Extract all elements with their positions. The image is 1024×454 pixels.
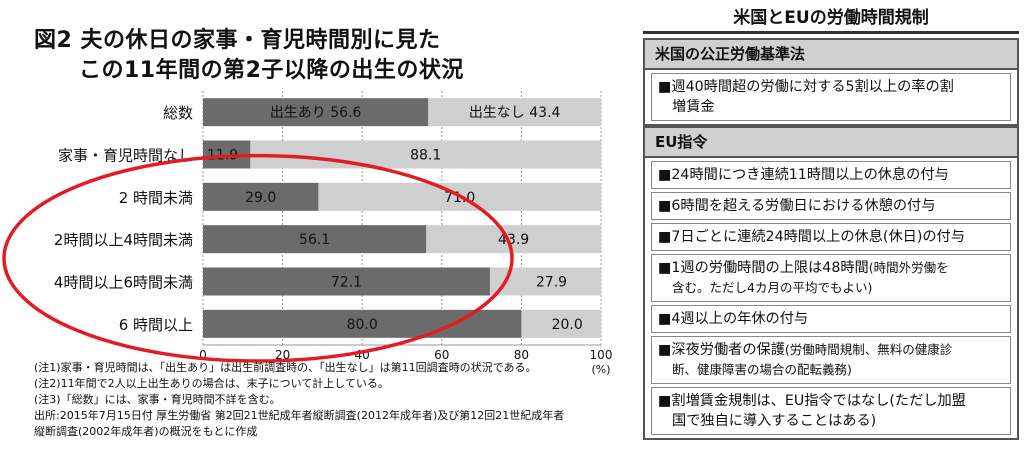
x-tick-label: 100 (590, 348, 613, 362)
data-label: 72.1 (331, 275, 362, 291)
data-label: 43.9 (498, 232, 529, 248)
bar-no-birth (428, 98, 601, 127)
list-item: ■深夜労働者の保護(労働時間規制、無料の健康診 断、健康障害の場合の配転義務) (651, 336, 1011, 384)
figure-notes: (注1)家事・育児時間は、「出生あり」は出生前調査時の、「出生なし」は第11回調… (34, 360, 624, 440)
figure-title: 図2 夫の休日の家事・育児時間別に見た この11年間の第2子以降の出生の状況 (34, 26, 464, 86)
bullet-icon: ■ (658, 229, 672, 245)
x-tick-label: 0 (199, 348, 207, 362)
bar-no-birth (250, 140, 601, 169)
panel-title-rule (643, 31, 1019, 34)
figure-title-line1: 図2 夫の休日の家事・育児時間別に見た (34, 28, 441, 53)
bullet-icon: ■ (658, 311, 672, 327)
bar-no-birth (521, 309, 601, 338)
eu-directive-heading: EU指令 (645, 128, 1017, 158)
category-label: 2 時間未満 (119, 189, 193, 207)
item-text-cont: 増賃金 (672, 99, 715, 115)
category-label: 総数 (163, 104, 193, 122)
regulation-panel: 米国とEUの労働時間規制 米国の公正労働基準法 ■週40時間超の労働に対する5割… (643, 4, 1019, 450)
bullet-icon: ■ (658, 198, 672, 214)
bullet-icon: ■ (658, 167, 672, 183)
list-item: ■7日ごとに連続24時間以上の休息(休日)の付与 (651, 223, 1011, 251)
item-text: 1週の労働時間の上限は48時間 (671, 260, 869, 276)
category-label: 2時間以上4時間未満 (54, 231, 193, 249)
list-item: ■週40時間超の労働に対する5割以上の率の割 増賃金 (651, 73, 1011, 121)
list-item: ■4週以上の年休の付与 (651, 305, 1011, 333)
bar-no-birth (426, 225, 601, 254)
bullet-icon: ■ (658, 79, 672, 95)
category-label: 家事・育児時間なし (58, 147, 193, 165)
category-label: 6 時間以上 (119, 316, 193, 334)
item-text-cont: 国で独自に導入することはある) (672, 413, 877, 429)
data-label: 出生あり 56.6 (270, 105, 362, 121)
source-line: 出所:2015年7月15日付 厚生労働省 第2回21世紀成年者縦断調査(2012… (34, 409, 565, 422)
data-label: 出生なし 43.4 (469, 105, 561, 121)
list-item: ■割増賃金規制は、EU指令ではなし(ただし加盟 国で独自に導入することはある) (651, 387, 1011, 435)
data-label: 88.1 (410, 148, 441, 164)
source-line: 縦断調査(2002年成年者)の概況をもとに作成 (34, 425, 258, 438)
data-label: 27.9 (536, 275, 567, 291)
data-label: 20.0 (552, 317, 583, 333)
item-text: 4週以上の年休の付与 (671, 311, 809, 327)
item-text: 7日ごとに連続24時間以上の休息(休日)の付与 (671, 229, 965, 245)
data-label: 56.1 (299, 232, 330, 248)
list-item: ■6時間を超える労働日における休憩の付与 (651, 192, 1011, 220)
x-unit-label: (%) (591, 363, 610, 376)
panel-title: 米国とEUの労働時間規制 (733, 8, 929, 28)
us-law-heading: 米国の公正労働基準法 (645, 40, 1017, 70)
x-tick-label: 60 (434, 348, 449, 362)
eu-directive-box: EU指令 ■24時間につき連続11時間以上の休息の付与 ■6時間を超える労働日に… (643, 126, 1019, 440)
item-text-cont: 含む。ただし4カ月の平均でもよい) (672, 280, 873, 295)
item-text-cont: 断、健康障害の場合の配転義務) (672, 362, 852, 377)
list-item: ■24時間につき連続11時間以上の休息の付与 (651, 161, 1011, 189)
item-text-paren: (時間外労働を (868, 260, 949, 275)
us-law-box: 米国の公正労働基準法 ■週40時間超の労働に対する5割以上の率の割 増賃金 (643, 38, 1019, 126)
item-text-paren: (労働時間規制、無料の健康診 (784, 342, 953, 357)
x-tick-label: 80 (514, 348, 529, 362)
bullet-icon: ■ (658, 260, 672, 276)
bar-birth (203, 182, 319, 211)
category-label: 4時間以上6時間未満 (54, 274, 193, 292)
item-text: 割増賃金規制は、EU指令ではなし(ただし加盟 (671, 393, 966, 409)
list-item: ■1週の労働時間の上限は48時間(時間外労働を 含む。ただし4カ月の平均でもよい… (651, 254, 1011, 302)
bar-birth (203, 267, 490, 296)
figure-title-line2: この11年間の第2子以降の出生の状況 (79, 58, 464, 83)
item-text: 24時間につき連続11時間以上の休息の付与 (671, 167, 949, 183)
data-label: 80.0 (347, 317, 378, 333)
bullet-icon: ■ (658, 342, 672, 358)
note-line: (注1)家事・育児時間は、「出生あり」は出生前調査時の、「出生なし」は第11回調… (34, 361, 537, 374)
figure: 図2 夫の休日の家事・育児時間別に見た この11年間の第2子以降の出生の状況 総… (2, 26, 624, 440)
bullet-icon: ■ (658, 393, 672, 409)
note-line: (注3)「総数」には、家事・育児時間不詳を含む。 (34, 393, 281, 406)
item-text: 週40時間超の労働に対する5割以上の率の割 (671, 79, 954, 95)
bar-birth (203, 225, 427, 254)
item-text: 深夜労働者の保護 (671, 342, 785, 358)
x-tick-label: 20 (275, 348, 290, 362)
bar-birth (203, 98, 429, 127)
highlight-ellipse (2, 153, 514, 363)
data-label: 29.0 (245, 190, 276, 206)
item-text: 6時間を超える労働日における休憩の付与 (671, 198, 936, 214)
stacked-bar-chart: 総数 出生あり 56.6 出生なし 43.4家事・育児時間なし 11.9 88.12 時… (2, 91, 613, 376)
note-line: (注2)11年間で2人以上出生ありの場合は、末子について計上している。 (34, 377, 389, 390)
